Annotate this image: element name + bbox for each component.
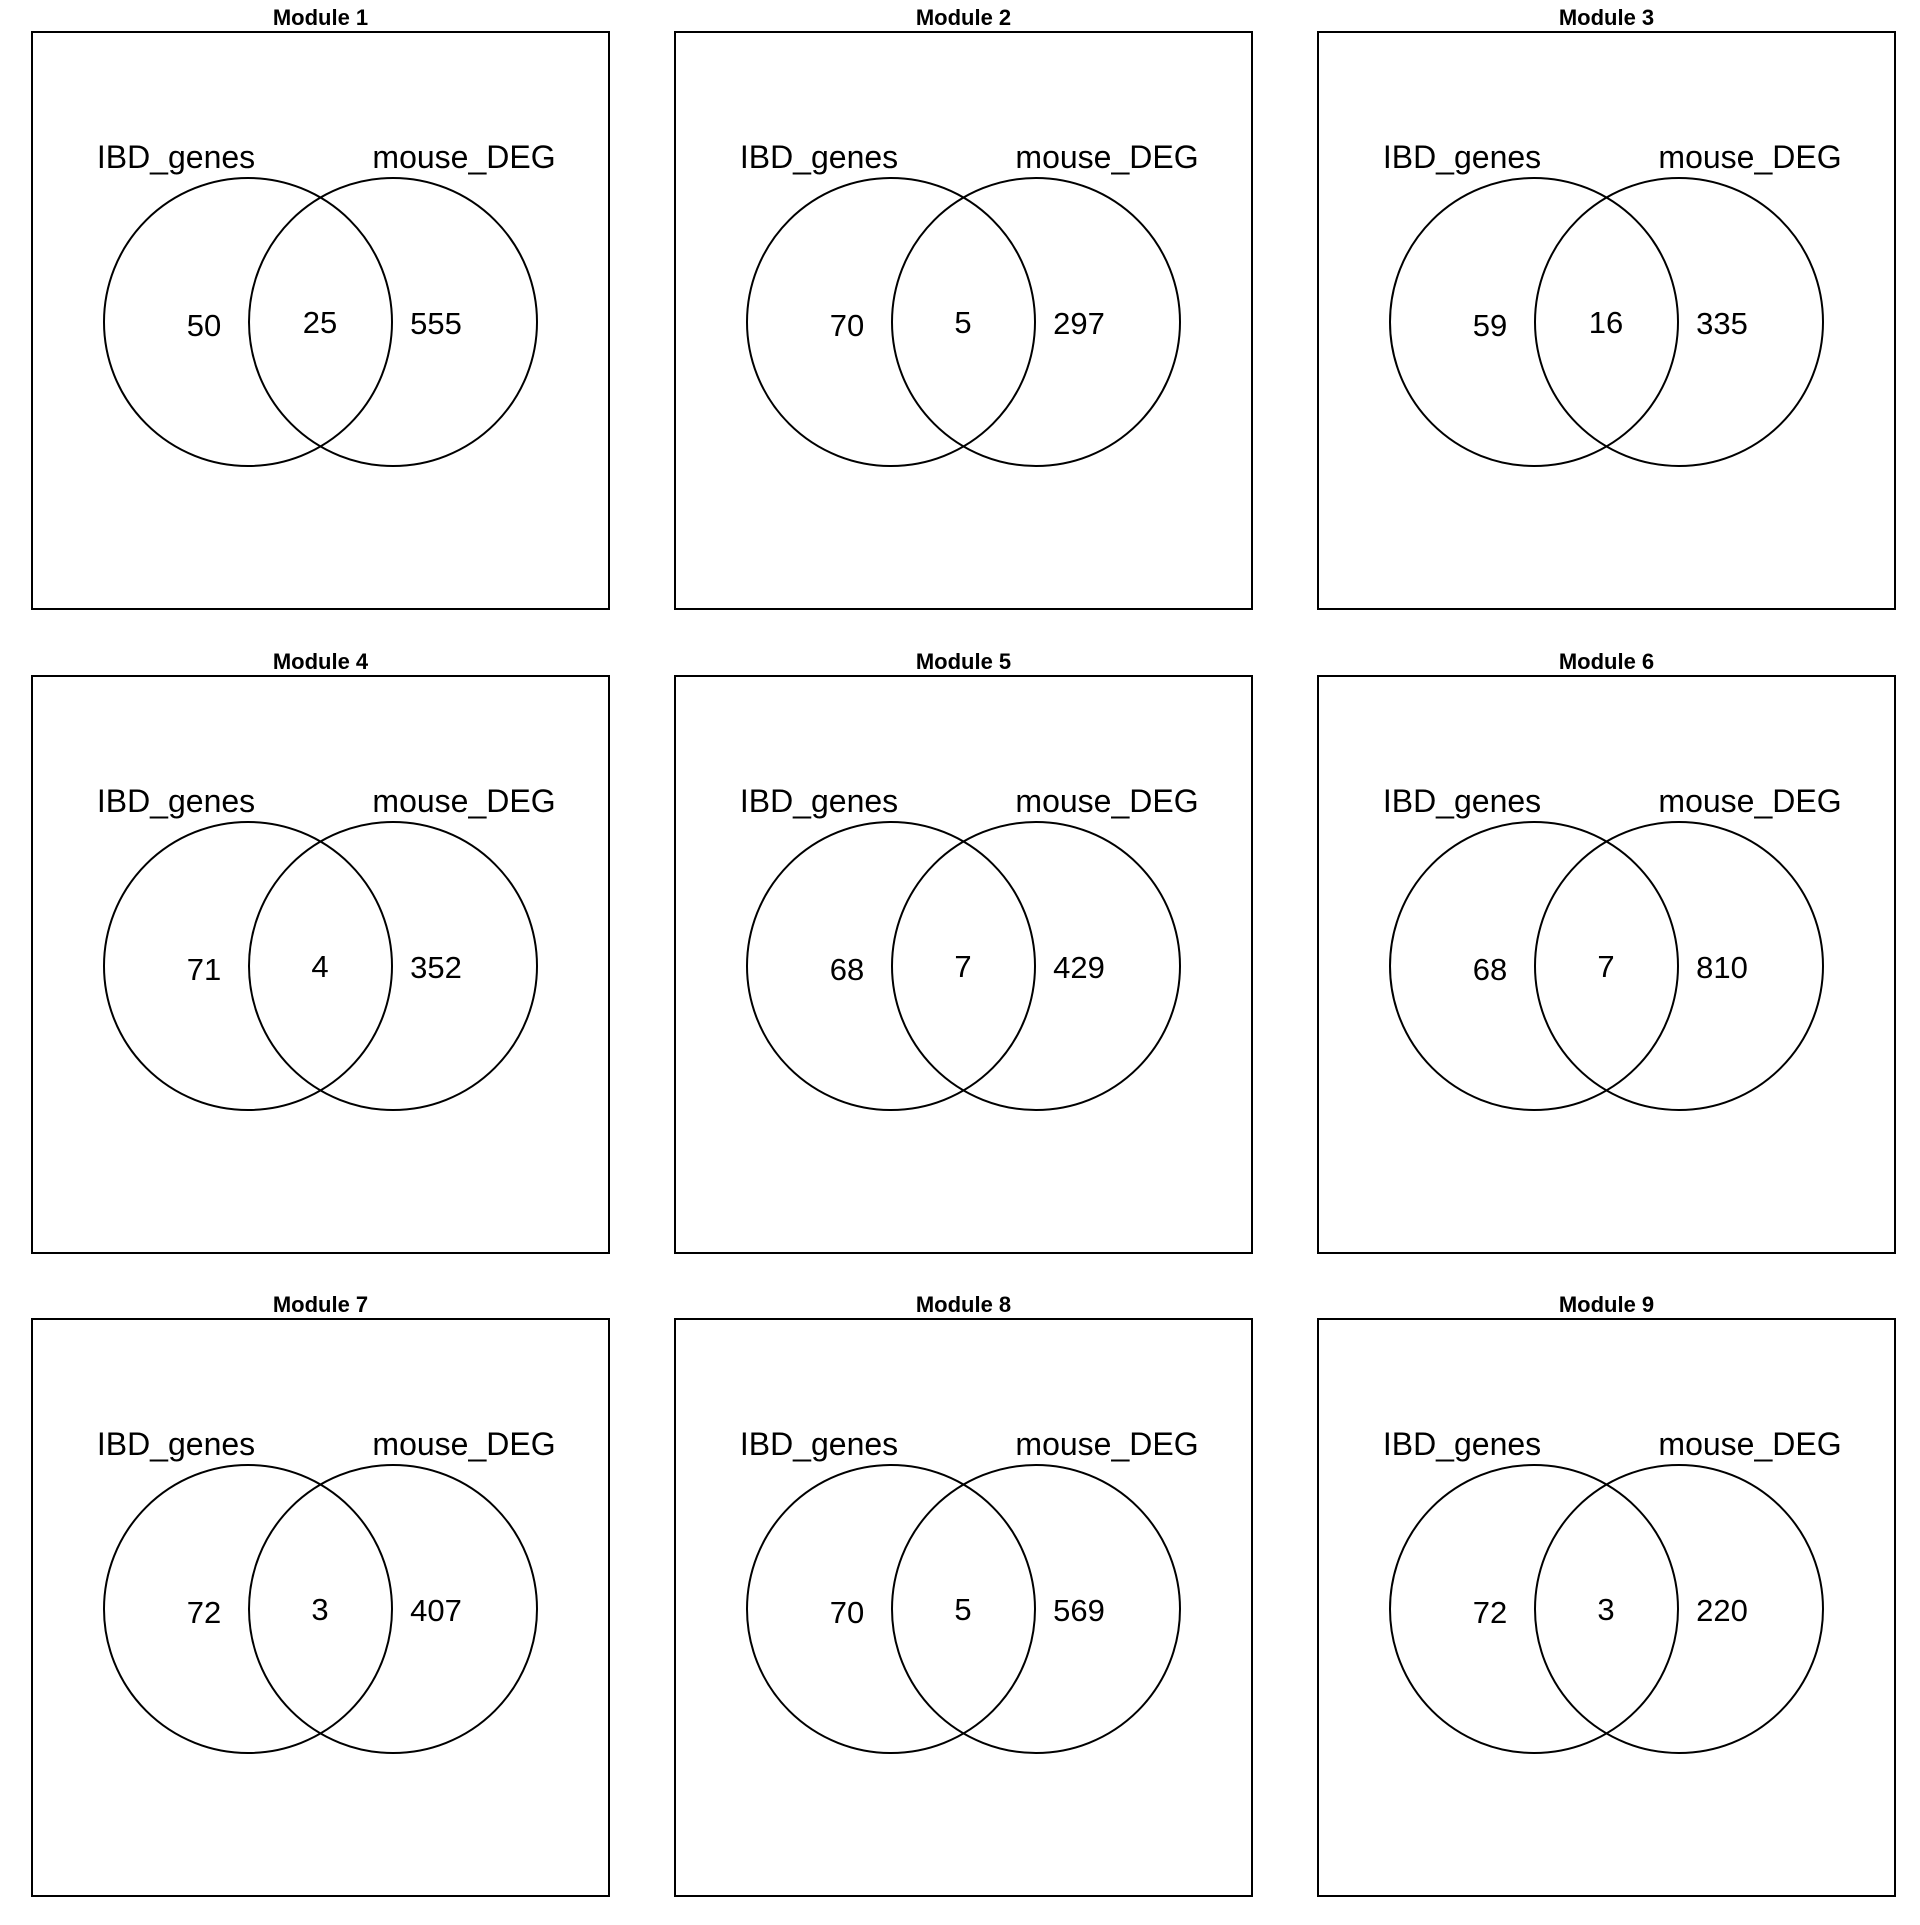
left-only-count: 72 — [187, 1595, 221, 1630]
right-set-label: mouse_DEG — [1658, 1426, 1841, 1462]
left-set-label: IBD_genes — [1383, 139, 1541, 175]
panel-frame — [31, 1318, 610, 1897]
panel-frame — [674, 31, 1253, 610]
left-set-label: IBD_genes — [97, 1426, 255, 1462]
right-set-label: mouse_DEG — [372, 1426, 555, 1462]
left-only-count: 68 — [830, 952, 864, 987]
venn-panel: Module 4 IBD_genes mouse_DEG 71 4 352 — [31, 649, 610, 1254]
panel-title: Module 9 — [1559, 1292, 1654, 1317]
right-set-circle — [248, 177, 538, 467]
panel-title: Module 4 — [273, 649, 369, 674]
panel-frame — [1317, 675, 1896, 1254]
right-set-label: mouse_DEG — [1658, 139, 1841, 175]
left-set-circle — [746, 177, 1036, 467]
panel-title: Module 6 — [1559, 649, 1654, 674]
left-only-count: 68 — [1473, 952, 1507, 987]
right-only-count: 429 — [1053, 950, 1105, 985]
left-only-count: 50 — [187, 308, 221, 343]
left-set-label: IBD_genes — [740, 139, 898, 175]
overlap-count: 7 — [954, 949, 971, 984]
left-set-circle — [103, 177, 393, 467]
right-set-label: mouse_DEG — [372, 783, 555, 819]
panel-title: Module 8 — [916, 1292, 1011, 1317]
panel-frame — [674, 1318, 1253, 1897]
right-only-count: 220 — [1696, 1593, 1748, 1628]
left-set-label: IBD_genes — [740, 1426, 898, 1462]
right-only-count: 352 — [410, 950, 462, 985]
panel-title: Module 7 — [273, 1292, 368, 1317]
left-only-count: 72 — [1473, 1595, 1507, 1630]
left-set-circle — [746, 1464, 1036, 1754]
overlap-count: 5 — [954, 305, 971, 340]
venn-panel: Module 5 IBD_genes mouse_DEG 68 7 429 — [674, 649, 1253, 1254]
right-set-circle — [891, 821, 1181, 1111]
panel-title: Module 5 — [916, 649, 1011, 674]
right-set-circle — [891, 177, 1181, 467]
panel-frame — [31, 675, 610, 1254]
venn-panel: Module 6 IBD_genes mouse_DEG 68 7 810 — [1317, 649, 1896, 1254]
panel-title: Module 3 — [1559, 5, 1654, 30]
panel-title: Module 2 — [916, 5, 1011, 30]
left-set-label: IBD_genes — [1383, 1426, 1541, 1462]
panel-title: Module 1 — [273, 5, 368, 30]
right-set-circle — [1534, 821, 1824, 1111]
right-set-label: mouse_DEG — [372, 139, 555, 175]
overlap-count: 16 — [1589, 305, 1623, 340]
right-only-count: 335 — [1696, 306, 1748, 341]
right-only-count: 555 — [410, 306, 462, 341]
right-set-label: mouse_DEG — [1015, 783, 1198, 819]
overlap-count: 3 — [1597, 1592, 1614, 1627]
right-set-circle — [1534, 1464, 1824, 1754]
left-set-label: IBD_genes — [97, 139, 255, 175]
right-set-circle — [248, 1464, 538, 1754]
left-set-circle — [103, 1464, 393, 1754]
right-only-count: 297 — [1053, 306, 1105, 341]
panel-frame — [1317, 1318, 1896, 1897]
panel-frame — [674, 675, 1253, 1254]
left-only-count: 70 — [830, 1595, 864, 1630]
right-set-circle — [248, 821, 538, 1111]
overlap-count: 5 — [954, 1592, 971, 1627]
venn-panel: Module 1 IBD_genes mouse_DEG 50 25 555 — [31, 5, 610, 610]
left-only-count: 70 — [830, 308, 864, 343]
venn-panel: Module 8 IBD_genes mouse_DEG 70 5 569 — [674, 1292, 1253, 1897]
left-set-circle — [103, 821, 393, 1111]
overlap-count: 25 — [303, 305, 337, 340]
venn-panel: Module 9 IBD_genes mouse_DEG 72 3 220 — [1317, 1292, 1896, 1897]
overlap-count: 4 — [311, 949, 328, 984]
panel-frame — [1317, 31, 1896, 610]
left-set-circle — [1389, 1464, 1679, 1754]
left-set-circle — [1389, 177, 1679, 467]
venn-panel: Module 2 IBD_genes mouse_DEG 70 5 297 — [674, 5, 1253, 610]
overlap-count: 3 — [311, 1592, 328, 1627]
venn-panel: Module 7 IBD_genes mouse_DEG 72 3 407 — [31, 1292, 610, 1897]
right-only-count: 810 — [1696, 950, 1748, 985]
left-set-circle — [1389, 821, 1679, 1111]
right-only-count: 569 — [1053, 1593, 1105, 1628]
left-only-count: 59 — [1473, 308, 1507, 343]
panel-frame — [31, 31, 610, 610]
venn-panel: Module 3 IBD_genes mouse_DEG 59 16 335 — [1317, 5, 1896, 610]
right-set-circle — [1534, 177, 1824, 467]
left-set-circle — [746, 821, 1036, 1111]
right-set-label: mouse_DEG — [1658, 783, 1841, 819]
left-set-label: IBD_genes — [1383, 783, 1541, 819]
right-set-label: mouse_DEG — [1015, 139, 1198, 175]
left-set-label: IBD_genes — [97, 783, 255, 819]
right-only-count: 407 — [410, 1593, 462, 1628]
left-set-label: IBD_genes — [740, 783, 898, 819]
right-set-circle — [891, 1464, 1181, 1754]
right-set-label: mouse_DEG — [1015, 1426, 1198, 1462]
overlap-count: 7 — [1597, 949, 1614, 984]
left-only-count: 71 — [187, 952, 221, 987]
